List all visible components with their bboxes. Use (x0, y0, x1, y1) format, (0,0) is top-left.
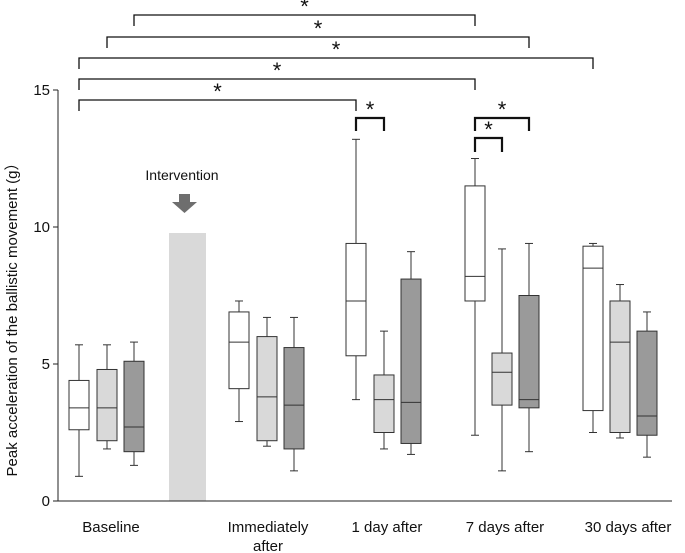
y-tick-label: 0 (42, 493, 50, 510)
box-1 (68, 344, 90, 477)
box-1 (228, 300, 250, 423)
significance-star: * (484, 117, 493, 142)
significance-bracket: * (133, 0, 476, 26)
significance-bracket: * (78, 79, 357, 111)
box-2 (491, 248, 513, 472)
significance-bracket: * (473, 97, 531, 131)
box-1 (464, 158, 486, 436)
box-body (96, 368, 118, 442)
box-body (283, 347, 305, 450)
box-body (400, 278, 422, 444)
significance-star: * (332, 37, 341, 62)
x-category-label: 30 days after (585, 519, 672, 536)
bracket-line (133, 14, 476, 26)
significance-bracket: * (473, 117, 504, 152)
box-body (464, 185, 486, 302)
significance-bracket: * (354, 97, 386, 131)
box-2 (609, 284, 631, 439)
box-3 (636, 311, 658, 458)
intervention-label: Intervention (145, 167, 218, 183)
box-body (123, 360, 145, 453)
box-body (256, 336, 278, 442)
y-tick-label: 5 (42, 356, 50, 373)
bracket-line (106, 36, 530, 48)
labels: Peak acceleration of the ballistic movem… (4, 156, 671, 553)
box-3 (518, 242, 540, 453)
box-2 (256, 316, 278, 447)
box-3 (400, 251, 422, 455)
y-tick-label: 10 (33, 219, 50, 236)
significance-star: * (273, 58, 282, 83)
significance-star: * (213, 79, 222, 104)
intervention-annotation: Intervention (145, 167, 219, 501)
box-body (373, 374, 395, 433)
significance-star: * (498, 97, 507, 122)
x-category-label: Baseline (82, 519, 140, 536)
bracket-line (473, 136, 504, 152)
boxes (68, 138, 658, 477)
box-3 (123, 341, 145, 466)
box-body (518, 295, 540, 409)
box-body (491, 352, 513, 406)
box-body (636, 330, 658, 436)
bracket-line (473, 116, 531, 131)
intervention-band (169, 233, 206, 501)
box-body (582, 245, 604, 412)
box-2 (373, 330, 395, 450)
x-category-label: 7 days after (466, 519, 544, 536)
box-body (228, 311, 250, 390)
box-1 (582, 242, 604, 433)
box-body (68, 379, 90, 431)
significance-bracket: * (78, 58, 476, 90)
bracket-line (78, 99, 357, 111)
bracket-line (78, 78, 476, 90)
box-body (609, 300, 631, 434)
bracket-line (78, 57, 594, 69)
significance-star: * (314, 16, 323, 41)
significance-star: * (300, 0, 309, 19)
box-1 (345, 138, 367, 401)
bracket-line (354, 116, 386, 131)
y-tick-label: 15 (33, 82, 50, 99)
box-2 (96, 344, 118, 450)
down-arrow-icon (172, 194, 197, 213)
significance-bracket: * (78, 37, 594, 69)
y-axis-label: Peak acceleration of the ballistic movem… (4, 156, 21, 477)
axes: 0 5 10 15 (33, 82, 672, 510)
significance-brackets: ****** ** (78, 0, 594, 152)
x-category-label: 1 day after (352, 519, 423, 536)
box-body (345, 242, 367, 357)
box-3 (283, 316, 305, 472)
significance-star: * (366, 97, 375, 122)
x-category-label: Immediately after (228, 519, 309, 553)
significance-bracket: * (106, 16, 530, 48)
